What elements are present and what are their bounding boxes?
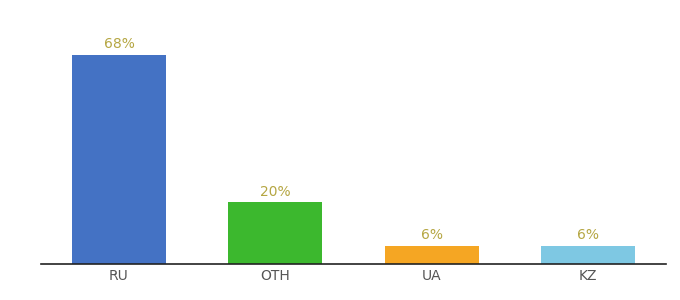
- Text: 20%: 20%: [260, 185, 291, 199]
- Bar: [385, 245, 479, 264]
- Bar: [72, 55, 166, 264]
- Text: 68%: 68%: [103, 37, 135, 51]
- Bar: [228, 202, 322, 264]
- Text: 6%: 6%: [577, 228, 599, 242]
- Text: 6%: 6%: [421, 228, 443, 242]
- Bar: [541, 245, 635, 264]
